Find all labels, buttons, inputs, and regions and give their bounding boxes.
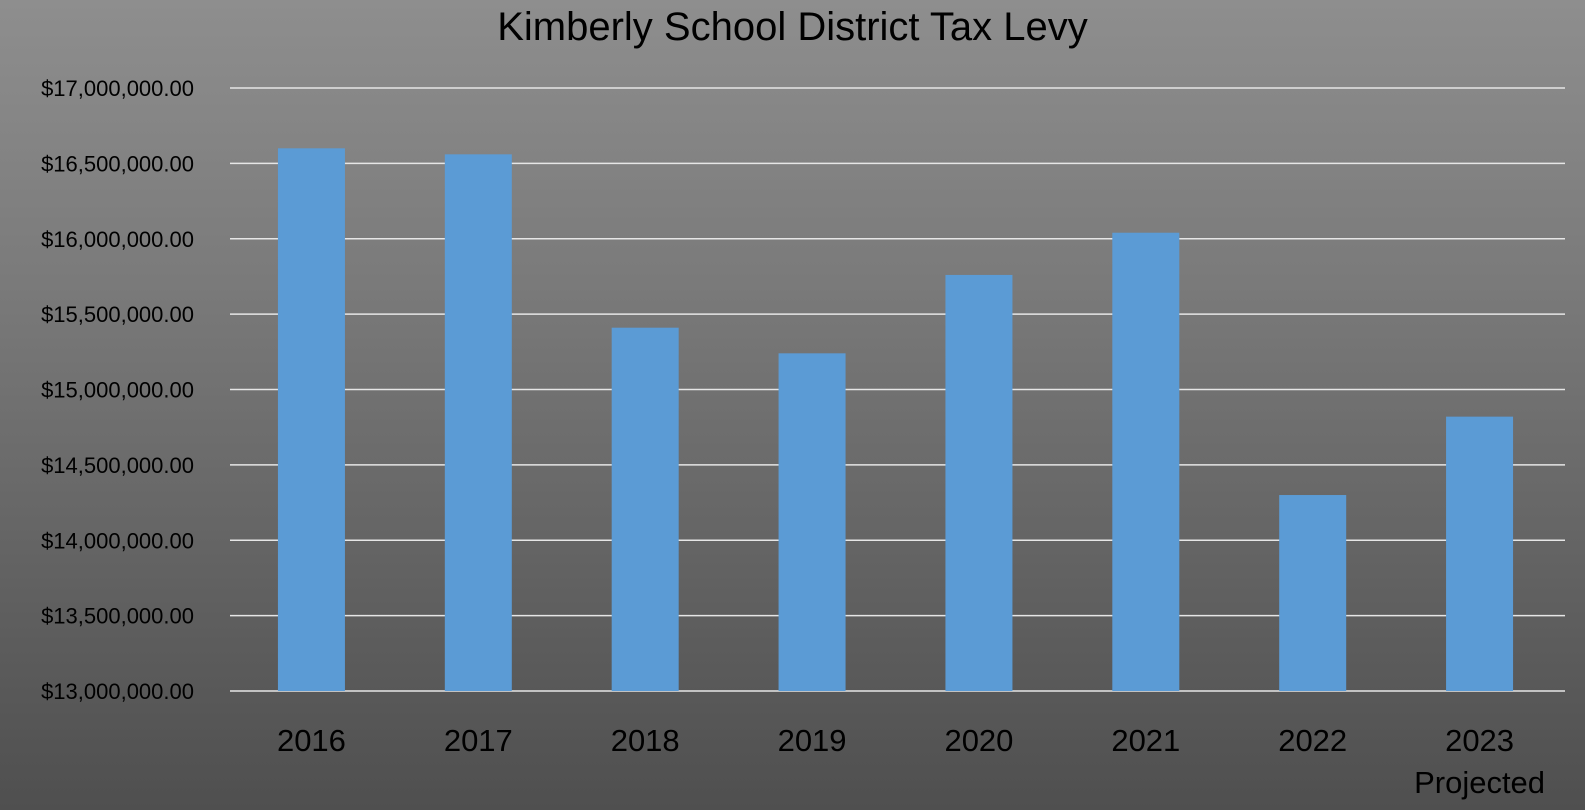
y-tick-label: $14,500,000.00 xyxy=(41,453,194,478)
y-tick-label: $15,000,000.00 xyxy=(41,378,194,403)
gridlines xyxy=(230,87,1565,692)
x-tick-label: 2019 xyxy=(778,723,847,758)
y-tick-label: $15,500,000.00 xyxy=(41,302,194,327)
x-tick-label: 2022 xyxy=(1278,723,1347,758)
bars xyxy=(277,148,1514,692)
y-tick-label: $16,500,000.00 xyxy=(41,151,194,176)
x-tick-label: 2017 xyxy=(444,723,513,758)
x-axis-tick-labels: 2016 2017 2018 2019 2020 2021 2022 2023 Projecte… xyxy=(277,723,1545,800)
x-tick-label: 2018 xyxy=(611,723,680,758)
bar xyxy=(611,327,679,691)
bar xyxy=(778,353,846,691)
x-tick-label-line: 2018 xyxy=(611,723,680,758)
y-tick-label: $16,000,000.00 xyxy=(41,227,194,252)
x-tick-label: 2021 xyxy=(1111,723,1180,758)
bar xyxy=(1112,232,1180,691)
x-tick-label-line: 2020 xyxy=(944,723,1013,758)
x-tick-label-line: 2022 xyxy=(1278,723,1347,758)
y-tick-label: $13,500,000.00 xyxy=(41,604,194,629)
x-tick-label: 2023 Projected xyxy=(1414,723,1545,800)
x-tick-label-line: 2016 xyxy=(277,723,346,758)
x-tick-label-line: 2019 xyxy=(778,723,847,758)
y-tick-label: $14,000,000.00 xyxy=(41,528,194,553)
bar xyxy=(1279,495,1347,691)
y-tick-label: $13,000,000.00 xyxy=(41,679,194,704)
bar xyxy=(945,274,1013,691)
x-tick-label: 2020 xyxy=(944,723,1013,758)
x-tick-label-line: 2023 xyxy=(1445,723,1514,758)
x-tick-label: 2016 xyxy=(277,723,346,758)
y-axis-tick-labels: $13,000,000.00 $13,500,000.00 $14,000,000.… xyxy=(41,76,194,704)
x-tick-label-line: Projected xyxy=(1414,765,1545,800)
x-tick-label-line: 2017 xyxy=(444,723,513,758)
y-tick-label: $17,000,000.00 xyxy=(41,76,194,101)
bar xyxy=(1446,416,1514,691)
bar xyxy=(277,148,345,692)
chart-title: Kimberly School District Tax Levy xyxy=(497,5,1088,49)
bar xyxy=(444,154,512,691)
x-tick-label-line: 2021 xyxy=(1111,723,1180,758)
